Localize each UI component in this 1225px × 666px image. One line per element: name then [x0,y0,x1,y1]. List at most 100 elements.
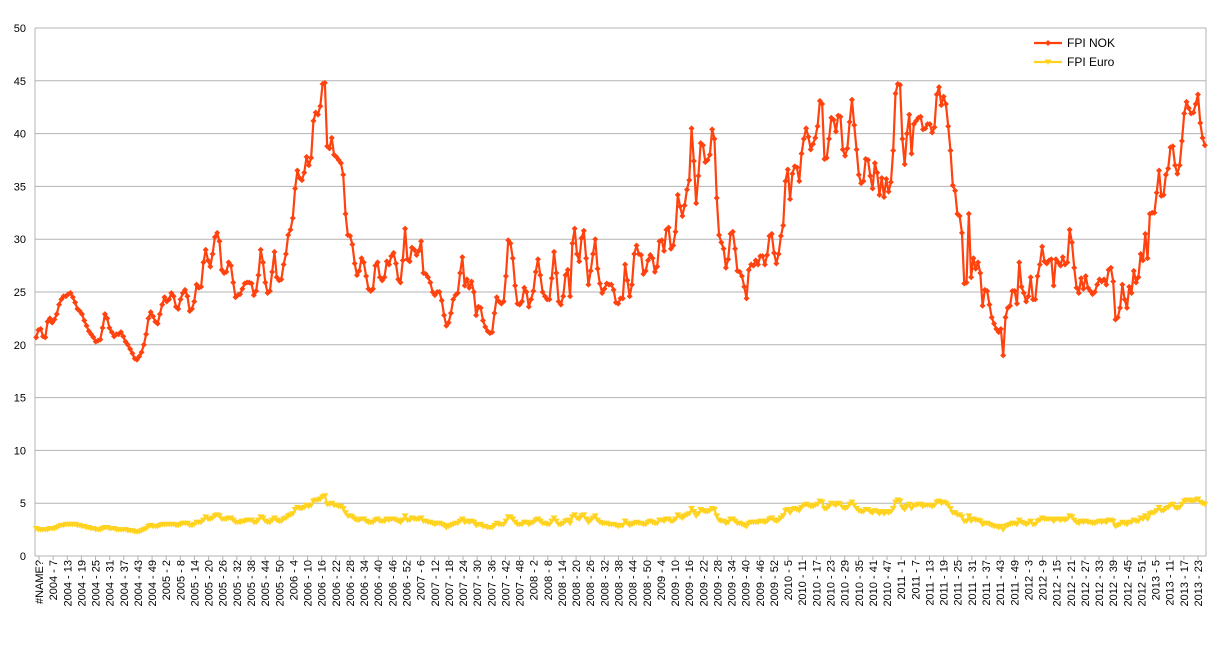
data-point [147,309,154,316]
x-tick-label: 2006 - 4 [288,560,300,600]
data-point [720,245,727,252]
data-point [591,513,599,519]
data-point [871,160,878,167]
data-point [46,315,53,322]
data-point [353,272,360,279]
x-tick-label: 2010 - 35 [854,560,866,606]
data-point [619,522,627,529]
data-point [170,293,177,300]
data-point [970,255,977,262]
data-point [349,241,356,248]
data-point [1192,101,1199,108]
legend-item: FPI NOK [1034,36,1115,50]
data-point [1119,281,1126,288]
data-point [466,284,473,291]
legend: FPI NOK FPI Euro [1034,36,1115,69]
data-point [1002,314,1009,321]
x-tick-label: 2010 - 11 [797,560,809,606]
data-point [686,177,693,184]
x-tick-label: 2012 - 33 [1094,560,1106,606]
data-point [392,260,399,267]
data-point [1101,276,1108,283]
data-point [1036,261,1043,268]
data-point [42,334,49,341]
x-tick-label: 2012 - 27 [1080,560,1092,606]
x-tick-label: 2006 - 46 [387,560,399,606]
data-point [1201,501,1209,508]
x-tick-label: 2009 - 28 [712,560,724,606]
x-tick-label: 2009 - 34 [727,560,739,606]
data-point [512,282,519,289]
data-point [351,260,358,267]
data-point [1190,109,1197,116]
data-point [633,242,640,249]
data-point [1013,300,1020,307]
data-point [881,193,888,200]
data-point [693,200,700,207]
data-point [974,259,981,266]
data-point [807,146,814,153]
legend-label: FPI NOK [1067,36,1115,50]
data-point [301,169,308,176]
data-point [573,250,580,257]
x-tick-label: 2008 - 50 [642,560,654,606]
data-point [370,285,377,292]
data-point [569,240,576,247]
data-point [1048,256,1055,263]
data-point [851,122,858,129]
data-point [722,264,729,271]
data-point [1007,302,1014,309]
data-point [278,276,285,283]
data-point [986,301,993,308]
data-point [390,249,397,256]
data-point [984,287,991,294]
legend-swatch-marker [1044,59,1052,65]
x-tick-label: 2006 - 40 [373,560,385,606]
gridlines [35,27,1206,504]
data-point [867,172,874,179]
data-point [482,323,489,330]
data-point [773,260,780,267]
x-tick-label: 2011 - 19 [939,560,951,606]
data-point [743,295,750,302]
data-point [184,293,191,300]
data-point [732,245,739,252]
data-point [963,518,971,525]
y-tick-label: 45 [14,76,26,88]
data-point [949,182,956,189]
data-point [752,257,759,264]
data-point [1110,278,1117,285]
data-point [1094,281,1101,288]
data-point [120,333,127,340]
data-point [695,172,702,179]
data-point [670,242,677,249]
data-point [997,523,1005,530]
data-point [124,341,131,348]
data-point [809,141,816,148]
x-tick-label: 2006 - 22 [331,560,343,606]
data-point [214,229,221,236]
data-point [661,247,668,254]
data-point [945,123,952,130]
data-point [397,279,404,286]
data-point [587,267,594,274]
data-point [610,286,617,293]
data-point [463,276,470,283]
data-point [946,505,954,512]
data-point [551,248,558,255]
data-point [552,518,560,525]
x-tick-label: 2008 - 8 [543,560,555,600]
data-point [944,502,952,509]
data-point [564,266,571,273]
data-point [282,250,289,257]
x-tick-label: 2005 - 8 [175,560,187,600]
data-point [459,254,466,261]
data-point [958,514,966,520]
data-point [468,278,475,285]
x-tick-label: 2010 - 47 [882,560,894,606]
data-point [837,113,844,120]
data-point [782,178,789,185]
data-point [779,513,787,519]
data-point [417,515,425,521]
x-tick-label: 2007 - 24 [458,560,470,606]
